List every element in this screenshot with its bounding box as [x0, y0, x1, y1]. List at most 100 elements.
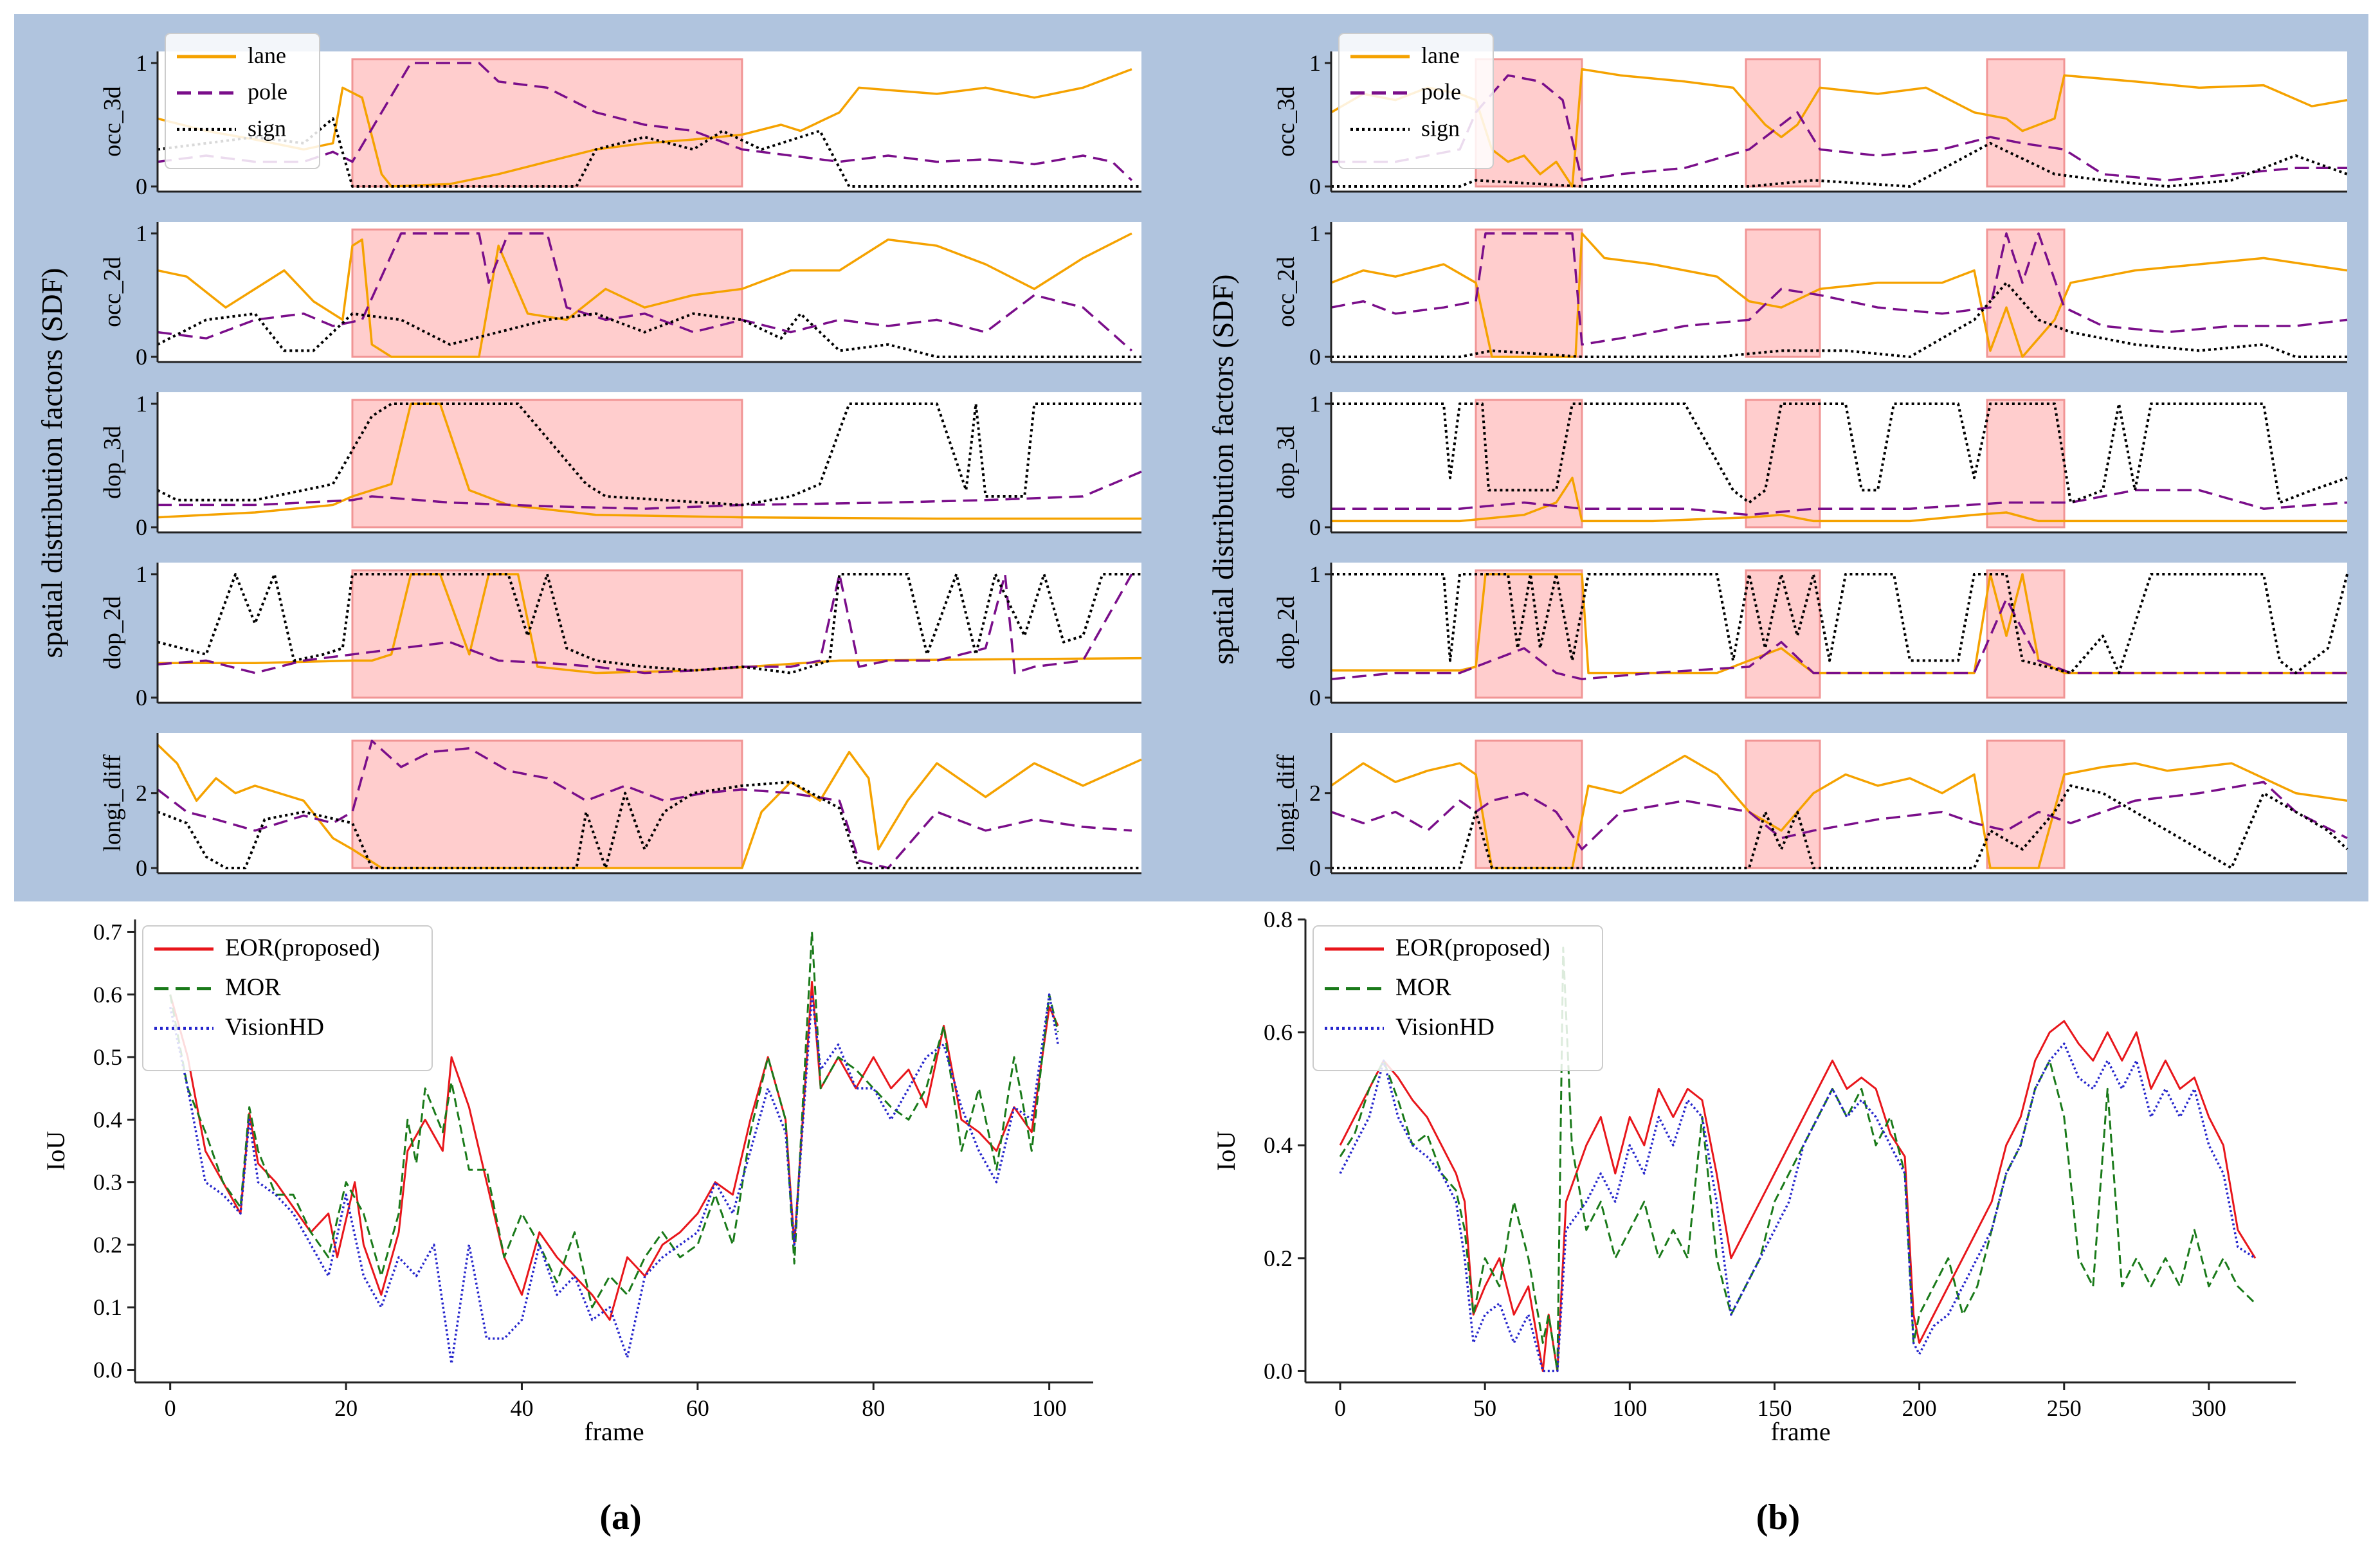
y-tick-label: 0	[1309, 685, 1321, 710]
shared-ylabel-a: spatial distribution factors (SDF)	[35, 268, 68, 658]
x-axis-label: frame	[584, 1417, 644, 1446]
x-tick-label: 100	[1612, 1395, 1647, 1421]
legend: EOR(proposed) MOR VisionHD	[1313, 925, 1603, 1071]
subplot-occ_3d: 0 1 occ_3d lane pole sign	[1273, 33, 2348, 199]
x-axis-label: frame	[1770, 1417, 1830, 1446]
y-axis-label: dop_2d	[1273, 596, 1300, 669]
shaded-region	[1475, 228, 1583, 358]
y-tick-label: 1	[136, 50, 147, 76]
y-axis-label: longi_diff	[99, 754, 126, 852]
series-line-pole	[157, 62, 1133, 181]
y-tick-label: 1	[1309, 221, 1321, 246]
series-line-visionhd	[1339, 1042, 2256, 1373]
shaded-region	[1745, 569, 1821, 699]
series-line-lane	[1331, 232, 2348, 358]
y-tick-label: 0.0	[93, 1357, 122, 1383]
y-axis-label: IoU	[1212, 1131, 1240, 1171]
x-tick-label: 50	[1473, 1395, 1496, 1421]
legend-label-sign: sign	[1421, 115, 1460, 141]
shaded-region	[351, 739, 743, 869]
y-tick-label: 0	[1309, 174, 1321, 199]
series-line-pole	[1331, 781, 2348, 851]
x-tick-label: 100	[1032, 1395, 1067, 1421]
series-line-pole	[1331, 489, 2348, 516]
panel-b-sdf-plots: 0 1 occ_3d lane pole sign 0 1 occ_2d 0 1 dop_3d 0 1 do…	[1273, 33, 2348, 881]
y-axis-label: occ_2d	[99, 257, 126, 327]
shaded-region	[1745, 228, 1821, 358]
y-tick-label: 0.3	[93, 1170, 122, 1195]
y-axis-label: dop_3d	[99, 426, 126, 499]
y-tick-label: 0	[136, 344, 147, 370]
y-axis-label: dop_2d	[99, 596, 126, 669]
y-tick-label: 2	[136, 781, 147, 806]
legend-label-visionhd: VisionHD	[225, 1013, 324, 1040]
series-line-lane	[1331, 476, 2347, 523]
legend: lane pole sign	[165, 33, 320, 169]
y-tick-label: 0	[1309, 514, 1321, 540]
shaded-region	[351, 399, 743, 529]
subplot-dop_2d: 0 1 dop_2d	[99, 561, 1142, 710]
series-line-pole	[1331, 597, 2347, 680]
series-line-sign	[1331, 403, 2348, 504]
x-tick-label: 0	[1334, 1395, 1346, 1421]
shaded-region	[1986, 739, 2066, 869]
subplot-longi_diff: 0 2 longi_diff	[1273, 733, 2348, 881]
y-tick-label: 1	[1309, 561, 1321, 587]
legend-label-mor: MOR	[1395, 974, 1451, 1001]
series-line-pole	[158, 470, 1142, 510]
shaded-region	[1745, 399, 1821, 529]
y-tick-label: 0.6	[1264, 1020, 1293, 1045]
iou-chart: 0 50 100 150 200 250 300 0.0 0.2 0.4 0.6 0.8 frame Io…	[1212, 907, 2296, 1446]
y-axis-label: dop_3d	[1273, 426, 1300, 499]
legend-label-pole: pole	[1421, 79, 1461, 105]
panel-a-sdf-plots: 0 1 occ_3d lane pole sign 0 1 occ_2d 0 1 dop_3d 0 1 do…	[99, 33, 1142, 881]
series-line-lane	[157, 403, 1141, 520]
legend-box	[142, 925, 433, 1071]
x-tick-label: 40	[510, 1395, 533, 1421]
series-line-lane	[156, 743, 1142, 869]
y-tick-label: 0.2	[1264, 1245, 1293, 1271]
panel-label-b: (b)	[1756, 1497, 1800, 1537]
y-axis-label: occ_2d	[1273, 257, 1300, 327]
subplot-dop_3d: 0 1 dop_3d	[1273, 391, 2348, 540]
shaded-region	[1745, 739, 1821, 869]
subplot-dop_2d: 0 1 dop_2d	[1273, 561, 2348, 710]
iou-chart: 0 20 40 60 80 100 0.0 0.1 0.2 0.3 0.4 0.5 0.6 0.7 fram…	[41, 919, 1093, 1446]
legend-label-pole: pole	[248, 79, 287, 105]
series-line-mor	[169, 931, 1059, 1308]
y-tick-label: 0.2	[93, 1232, 122, 1258]
shared-ylabel-b: spatial distribution factors (SDF)	[1206, 275, 1239, 665]
y-axis-label: occ_3d	[1273, 86, 1300, 157]
shaded-region	[1986, 399, 2066, 529]
y-tick-label: 0.1	[93, 1294, 122, 1320]
subplot-longi_diff: 0 2 longi_diff	[99, 733, 1142, 881]
legend-label-eor-proposed: EOR(proposed)	[1395, 934, 1550, 961]
x-tick-label: 20	[334, 1395, 358, 1421]
series-line-sign	[1331, 784, 2348, 869]
y-tick-label: 1	[136, 391, 147, 417]
subplot-occ_2d: 0 1 occ_2d	[99, 221, 1141, 370]
x-tick-label: 0	[165, 1395, 176, 1421]
panel-label-a: (a)	[599, 1497, 641, 1537]
panel-a-iou-plot: 0 20 40 60 80 100 0.0 0.1 0.2 0.3 0.4 0.5 0.6 0.7 fram…	[41, 919, 1093, 1446]
series-line-sign	[157, 573, 1141, 674]
shaded-region	[351, 569, 743, 699]
x-tick-label: 300	[2192, 1395, 2226, 1421]
y-tick-label: 0.5	[93, 1044, 122, 1070]
legend-label-lane: lane	[248, 42, 286, 68]
y-tick-label: 1	[136, 221, 147, 246]
shaded-region	[351, 58, 743, 188]
series-line-sign	[157, 781, 1141, 869]
y-axis-label: longi_diff	[1273, 754, 1300, 852]
legend: EOR(proposed) MOR VisionHD	[142, 925, 433, 1071]
shaded-region	[1986, 58, 2066, 188]
y-tick-label: 0.4	[93, 1107, 122, 1132]
y-axis-label: occ_3d	[99, 86, 126, 157]
y-tick-label: 0	[1309, 855, 1321, 881]
legend-box	[1338, 33, 1494, 169]
y-tick-label: 0.0	[1264, 1358, 1293, 1384]
y-tick-label: 1	[1309, 50, 1321, 76]
shaded-region	[351, 228, 743, 358]
y-tick-label: 0.6	[93, 982, 122, 1008]
